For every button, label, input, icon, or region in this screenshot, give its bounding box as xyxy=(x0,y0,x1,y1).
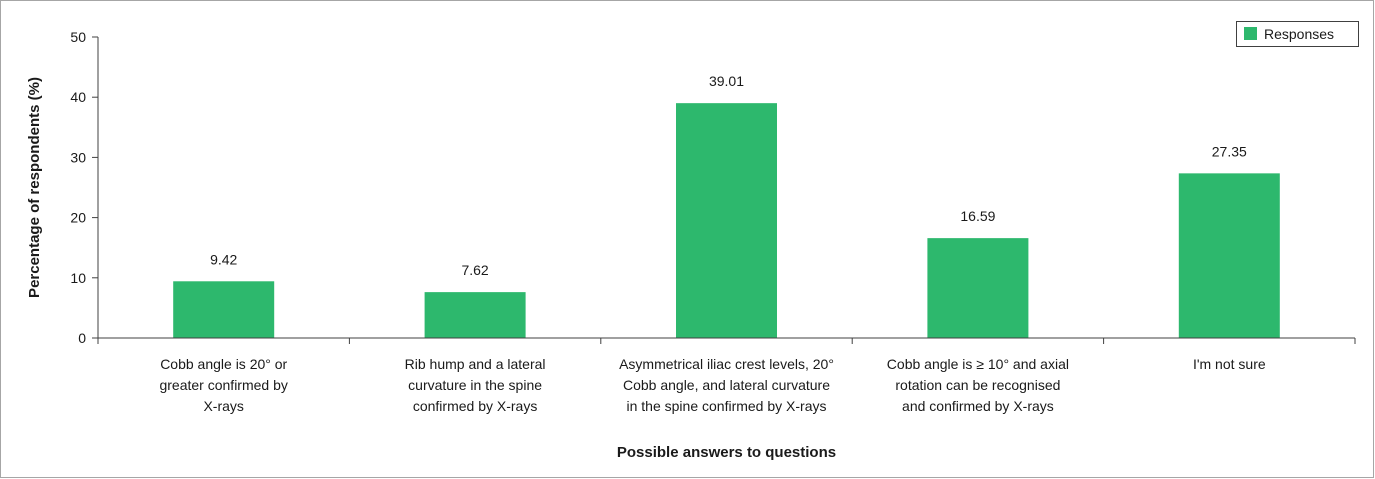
y-tick-label: 50 xyxy=(70,29,86,45)
bar-value-label: 39.01 xyxy=(709,73,744,89)
bar-value-label: 9.42 xyxy=(210,251,237,267)
x-category-label: Rib hump and a lateral curvature in the s… xyxy=(405,356,546,414)
bar-value-label: 16.59 xyxy=(960,208,995,224)
legend: Responses xyxy=(1236,21,1359,47)
x-category-label: Asymmetrical iliac crest levels, 20° Cobb… xyxy=(619,356,834,414)
value-labels-group: 9.42 7.62 39.01 16.59 27.35 xyxy=(210,73,1247,278)
bar xyxy=(424,292,526,338)
legend-label: Responses xyxy=(1264,26,1334,42)
y-tick-label: 10 xyxy=(70,270,86,286)
bar-value-label: 7.62 xyxy=(461,262,488,278)
bar-value-label: 27.35 xyxy=(1212,143,1247,159)
y-axis: 0 10 20 30 40 50 xyxy=(70,29,99,346)
x-axis: Cobb angle is 20° or greater confirmed by… xyxy=(97,337,1356,414)
legend-swatch xyxy=(1244,27,1257,40)
x-category-label: Cobb angle is ≥ 10° and axial rotation ca… xyxy=(887,356,1069,414)
y-tick-label: 20 xyxy=(70,210,86,226)
x-category-label: I'm not sure xyxy=(1193,356,1266,372)
y-tick-label: 30 xyxy=(70,149,86,165)
y-axis-title: Percentage of respondents (%) xyxy=(26,77,43,298)
bar xyxy=(173,281,275,338)
bars-group xyxy=(173,103,1280,339)
y-tick-label: 0 xyxy=(78,330,86,346)
bar xyxy=(676,103,777,339)
x-axis-title: Possible answers to questions xyxy=(617,444,836,461)
bar xyxy=(1178,173,1280,338)
bar xyxy=(927,238,1029,338)
x-category-label: Cobb angle is 20° or greater confirmed by… xyxy=(159,356,287,414)
y-tick-label: 40 xyxy=(70,89,86,105)
